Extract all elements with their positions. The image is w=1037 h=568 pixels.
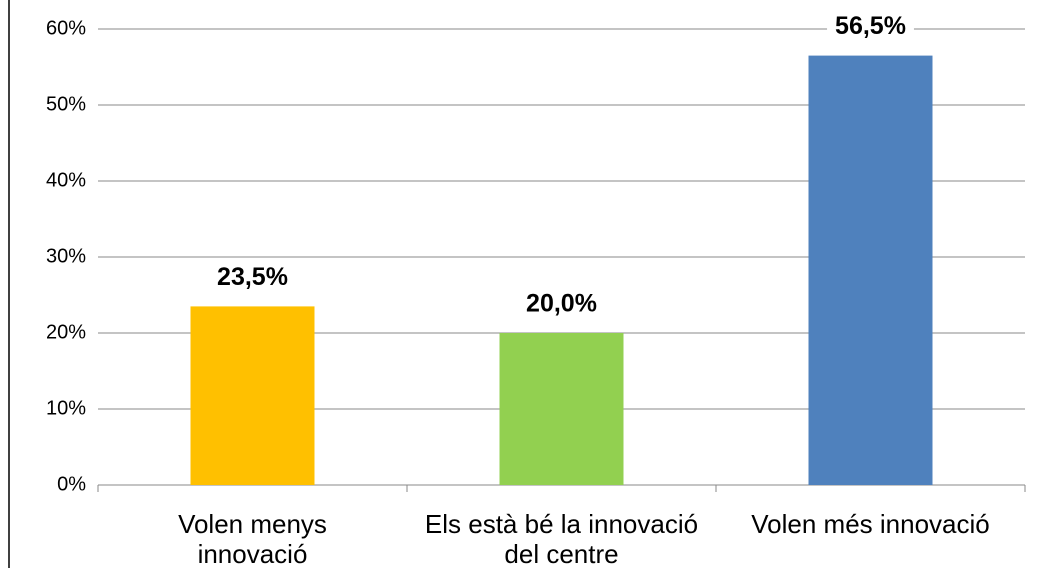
y-tick-label: 30%: [46, 245, 86, 267]
y-tick-label: 0%: [57, 473, 86, 495]
bar: [190, 306, 315, 485]
bar: [808, 55, 933, 485]
value-label: 20,0%: [526, 290, 597, 318]
y-tick-label: 50%: [46, 93, 86, 115]
x-tick-label: Els està bé la innovació del centre: [424, 509, 699, 568]
y-tick-label: 10%: [46, 397, 86, 419]
value-label-bg: [827, 12, 914, 41]
value-label-bg: [518, 289, 605, 318]
value-label: 23,5%: [217, 263, 288, 291]
x-tick-label: Volen menys innovació: [178, 509, 327, 568]
y-tick-label: 20%: [46, 321, 86, 343]
bar: [499, 333, 624, 485]
y-tick-label: 60%: [46, 17, 86, 39]
x-tick-label: Volen més innovació: [751, 509, 990, 539]
value-label: 56,5%: [835, 12, 906, 40]
value-label-bg: [209, 263, 296, 292]
y-tick-label: 40%: [46, 169, 86, 191]
